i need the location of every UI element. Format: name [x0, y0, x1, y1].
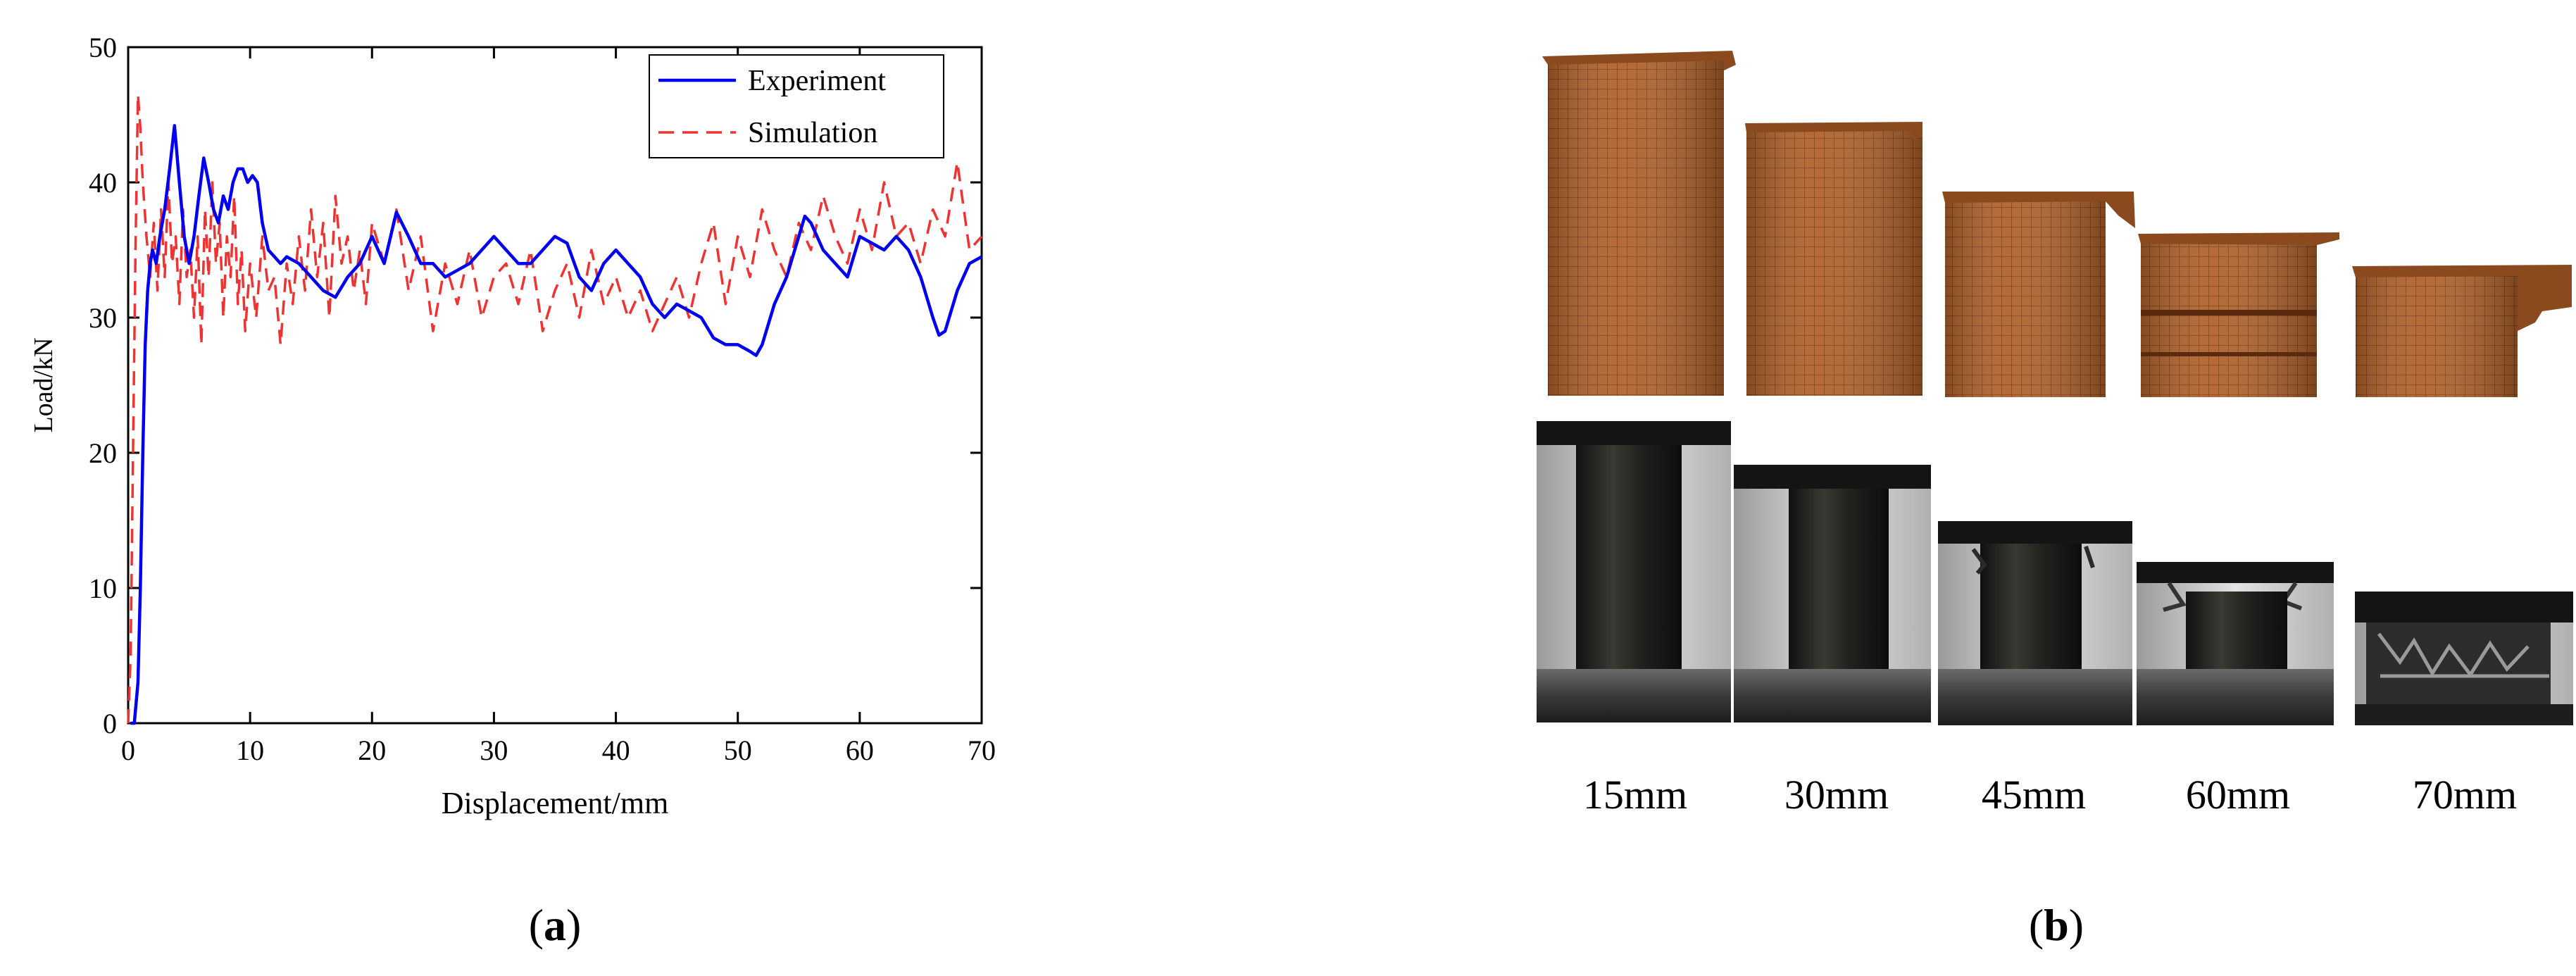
x-tick-label-10: 10	[236, 734, 264, 766]
load-displacement-chart: 0 10 20 30 40 50 0 10 20 30 40 50 60 70 Load/kN Disp…	[29, 32, 996, 820]
sim-snapshot-15mm	[1542, 51, 1736, 396]
displacement-label-70mm: 70mm	[2413, 772, 2517, 818]
series-layer	[127, 93, 983, 725]
crush-snapshot-panel: 15mm 30mm 45mm 60mm 70mm	[1537, 51, 2573, 818]
sim-tube-30mm-shade	[1746, 123, 1922, 396]
sim-band-60mm-b	[2141, 352, 2317, 356]
photo-45mm	[1938, 521, 2132, 725]
photo-30mm	[1734, 465, 1931, 722]
displacement-labels: 15mm 30mm 45mm 60mm 70mm	[1583, 772, 2517, 818]
y-tick-label-10: 10	[89, 573, 117, 604]
y-tick-label-0: 0	[103, 708, 117, 739]
photo-70mm	[2355, 592, 2573, 725]
sim-tube-45mm-shade	[1945, 192, 2106, 397]
legend-label-experiment: Experiment	[748, 65, 886, 97]
x-tick-label-0: 0	[121, 734, 135, 766]
photo-15mm-base	[1537, 669, 1731, 722]
panel-label-b: (b)	[2029, 900, 2084, 950]
panel-label-b-close: )	[2069, 900, 2084, 950]
photo-70mm-debris	[2366, 622, 2551, 707]
photo-15mm	[1537, 421, 1731, 722]
photo-45mm-debris	[1971, 546, 2095, 575]
panel-label-b-letter: b	[2044, 900, 2069, 950]
x-tick-label-30: 30	[480, 734, 508, 766]
photo-70mm-platen	[2355, 592, 2573, 622]
x-tick-label-20: 20	[358, 734, 386, 766]
photo-45mm-platen	[1938, 521, 2132, 544]
panel-label-a: (a)	[529, 900, 582, 950]
photo-30mm-platen	[1734, 465, 1931, 489]
sim-snapshot-45mm	[1942, 192, 2135, 397]
displacement-label-45mm: 45mm	[1982, 772, 2086, 818]
photo-45mm-tube	[1980, 544, 2082, 669]
x-tick-label-70: 70	[968, 734, 996, 766]
sim-snapshot-30mm	[1745, 122, 1922, 396]
series-line-experiment	[130, 124, 983, 725]
y-tick-label-30: 30	[89, 302, 117, 334]
photo-60mm-base	[2137, 669, 2334, 725]
photo-60mm-platen	[2137, 562, 2334, 583]
sim-flange-30mm	[1745, 122, 1922, 139]
x-tick-label-50: 50	[724, 734, 752, 766]
x-tick-label-60: 60	[846, 734, 874, 766]
photo-60mm	[2137, 562, 2334, 725]
legend-box	[649, 54, 944, 158]
displacement-label-60mm: 60mm	[2186, 772, 2290, 818]
simulation-row	[1542, 51, 2572, 397]
photo-60mm-tube	[2186, 592, 2287, 670]
sim-flange-15mm	[1542, 51, 1736, 70]
y-tick-label-40: 40	[89, 167, 117, 199]
sim-flange-60mm	[2138, 232, 2339, 245]
photo-30mm-base	[1734, 669, 1931, 722]
displacement-label-30mm: 30mm	[1784, 772, 1889, 818]
photo-45mm-base	[1938, 669, 2132, 725]
sim-tube-70mm-shade	[2356, 266, 2518, 397]
sim-snapshot-60mm	[2138, 232, 2339, 397]
experiment-row	[1537, 421, 2573, 725]
series-line-simulation	[127, 93, 983, 724]
y-axis: 0 10 20 30 40 50	[89, 32, 982, 739]
legend-label-simulation: Simulation	[748, 117, 877, 149]
sim-flange-45mm	[1942, 192, 2135, 228]
y-tick-label-50: 50	[89, 32, 117, 63]
sim-tube-15mm-shade	[1548, 56, 1724, 396]
panel-label-b-open: (	[2029, 900, 2044, 950]
y-axis-label: Load/kN	[29, 337, 58, 432]
x-tick-label-40: 40	[602, 734, 630, 766]
plot-frame	[127, 46, 983, 725]
panel-label-a-close: )	[566, 900, 581, 950]
photo-70mm-base	[2355, 704, 2573, 725]
panel-label-a-open: (	[529, 900, 544, 950]
x-axis: 0 10 20 30 40 50 60 70	[121, 47, 996, 766]
photo-15mm-platen	[1537, 421, 1731, 445]
photo-30mm-tube	[1789, 489, 1889, 669]
displacement-label-15mm: 15mm	[1583, 772, 1687, 818]
y-tick-label-20: 20	[89, 437, 117, 469]
sim-band-60mm	[2141, 310, 2317, 315]
panel-label-a-letter: a	[544, 900, 566, 950]
x-axis-label: Displacement/mm	[442, 786, 669, 820]
photo-15mm-tube	[1576, 445, 1682, 669]
photo-70mm-fragments	[2377, 632, 2549, 678]
sim-snapshot-70mm	[2352, 265, 2572, 397]
sim-flange-70mm	[2352, 265, 2572, 331]
legend: Experiment Simulation	[649, 54, 944, 158]
